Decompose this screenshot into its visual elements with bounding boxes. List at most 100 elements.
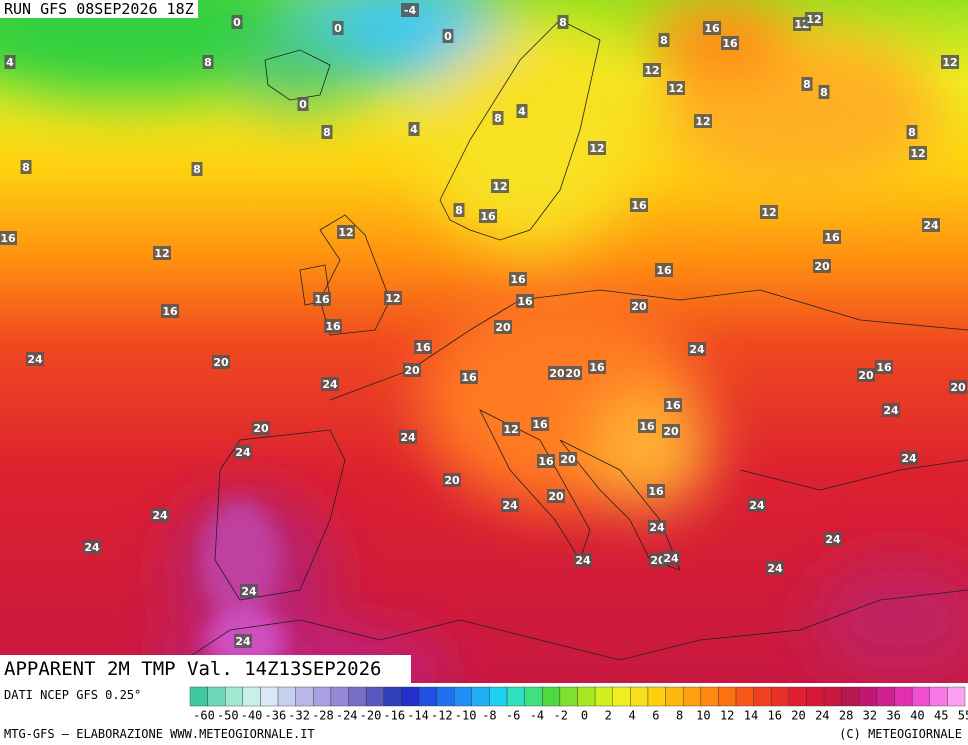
contour-label: 12 — [589, 142, 604, 155]
label-box — [559, 452, 577, 466]
contour-label: 8 — [455, 204, 463, 217]
label-box — [694, 114, 712, 128]
color-swatch — [401, 686, 420, 707]
map-title: APPARENT 2M TMP Val. 14Z13SEP2026 — [0, 655, 411, 683]
color-swatch — [207, 686, 226, 707]
contour-label: 16 — [517, 295, 533, 308]
contour-label: 24 — [901, 452, 917, 465]
contour-label: 0 — [233, 16, 241, 29]
label-box — [857, 368, 875, 382]
colorbar-label: -14 — [407, 709, 429, 723]
label-box — [297, 97, 309, 111]
label-box — [588, 360, 606, 374]
label-box — [161, 304, 179, 318]
contour-label: 16 — [876, 361, 892, 374]
label-box — [234, 445, 252, 459]
color-swatch — [330, 686, 349, 707]
contour-label: 16 — [162, 305, 178, 318]
color-swatch — [771, 686, 790, 707]
label-box — [760, 205, 778, 219]
contour-label: 24 — [152, 509, 168, 522]
label-box — [662, 551, 680, 565]
contour-label: 12 — [942, 56, 957, 69]
label-box — [688, 342, 706, 356]
label-box — [548, 366, 566, 380]
color-swatch — [718, 686, 737, 707]
contour-label: 12 — [338, 226, 353, 239]
label-box — [491, 179, 509, 193]
label-box — [643, 63, 661, 77]
contour-label: 16 — [722, 37, 738, 50]
contour-label: 8 — [204, 56, 212, 69]
label-box — [399, 430, 417, 444]
contour-label: 12 — [761, 206, 776, 219]
label-box — [823, 230, 841, 244]
label-box — [240, 584, 258, 598]
colorbar-label: 6 — [652, 709, 659, 723]
label-box — [813, 259, 831, 273]
color-swatch — [260, 686, 279, 707]
contour-label: 24 — [235, 446, 251, 459]
color-swatch — [788, 686, 807, 707]
label-box — [574, 553, 592, 567]
label-box — [4, 55, 16, 69]
contour-label: 12 — [385, 292, 400, 305]
color-swatch — [894, 686, 913, 707]
color-swatch — [594, 686, 613, 707]
contour-label: 20 — [565, 367, 581, 380]
label-box — [875, 360, 893, 374]
contour-label: 8 — [803, 78, 811, 91]
contour-label: 24 — [923, 219, 939, 232]
colorbar-label: 0 — [581, 709, 588, 723]
color-swatch — [542, 686, 561, 707]
contour-label: 20 — [444, 474, 460, 487]
label-box — [662, 424, 680, 438]
color-swatch — [735, 686, 754, 707]
color-swatch — [242, 686, 261, 707]
contour-label: 24 — [825, 533, 841, 546]
contour-label: 20 — [950, 381, 966, 394]
contour-label: 8 — [660, 34, 668, 47]
color-swatch — [665, 686, 684, 707]
colorbar-label: 14 — [744, 709, 758, 723]
color-swatch — [365, 686, 384, 707]
colorbar-label: -40 — [241, 709, 263, 723]
label-box — [202, 55, 214, 69]
contour-label: 16 — [314, 293, 330, 306]
credit-left: MTG-GFS — ELABORAZIONE WWW.METEOGIORNALE… — [4, 727, 315, 741]
contour-label: 16 — [824, 231, 840, 244]
contour-label: 24 — [663, 552, 679, 565]
label-box — [547, 489, 565, 503]
contour-label: 8 — [820, 86, 828, 99]
color-swatch — [189, 686, 208, 707]
colorbar-label: -24 — [336, 709, 358, 723]
contour-label: 8 — [494, 112, 502, 125]
contour-label: 16 — [648, 485, 664, 498]
contour-label: 24 — [27, 353, 43, 366]
label-box — [502, 422, 520, 436]
label-box — [941, 55, 959, 69]
label-box — [638, 419, 656, 433]
colorbar-label: -32 — [288, 709, 310, 723]
label-box — [403, 363, 421, 377]
label-box — [332, 21, 344, 35]
color-swatch — [277, 686, 296, 707]
colorbar-label: 4 — [628, 709, 635, 723]
label-box — [191, 162, 203, 176]
contour-label: 16 — [0, 232, 16, 245]
colorbar-label: 40 — [910, 709, 924, 723]
colorbar-label: 55 — [958, 709, 968, 723]
color-swatch — [524, 686, 543, 707]
color-swatch — [823, 686, 842, 707]
contour-label: 4 — [6, 56, 14, 69]
color-swatch — [559, 686, 578, 707]
color-swatch — [947, 686, 966, 707]
label-box — [494, 320, 512, 334]
contour-label: 20 — [404, 364, 420, 377]
label-box — [906, 125, 918, 139]
label-box — [26, 352, 44, 366]
contour-label: 20 — [663, 425, 679, 438]
label-box — [20, 160, 32, 174]
label-box — [501, 498, 519, 512]
contour-label: 20 — [560, 453, 576, 466]
